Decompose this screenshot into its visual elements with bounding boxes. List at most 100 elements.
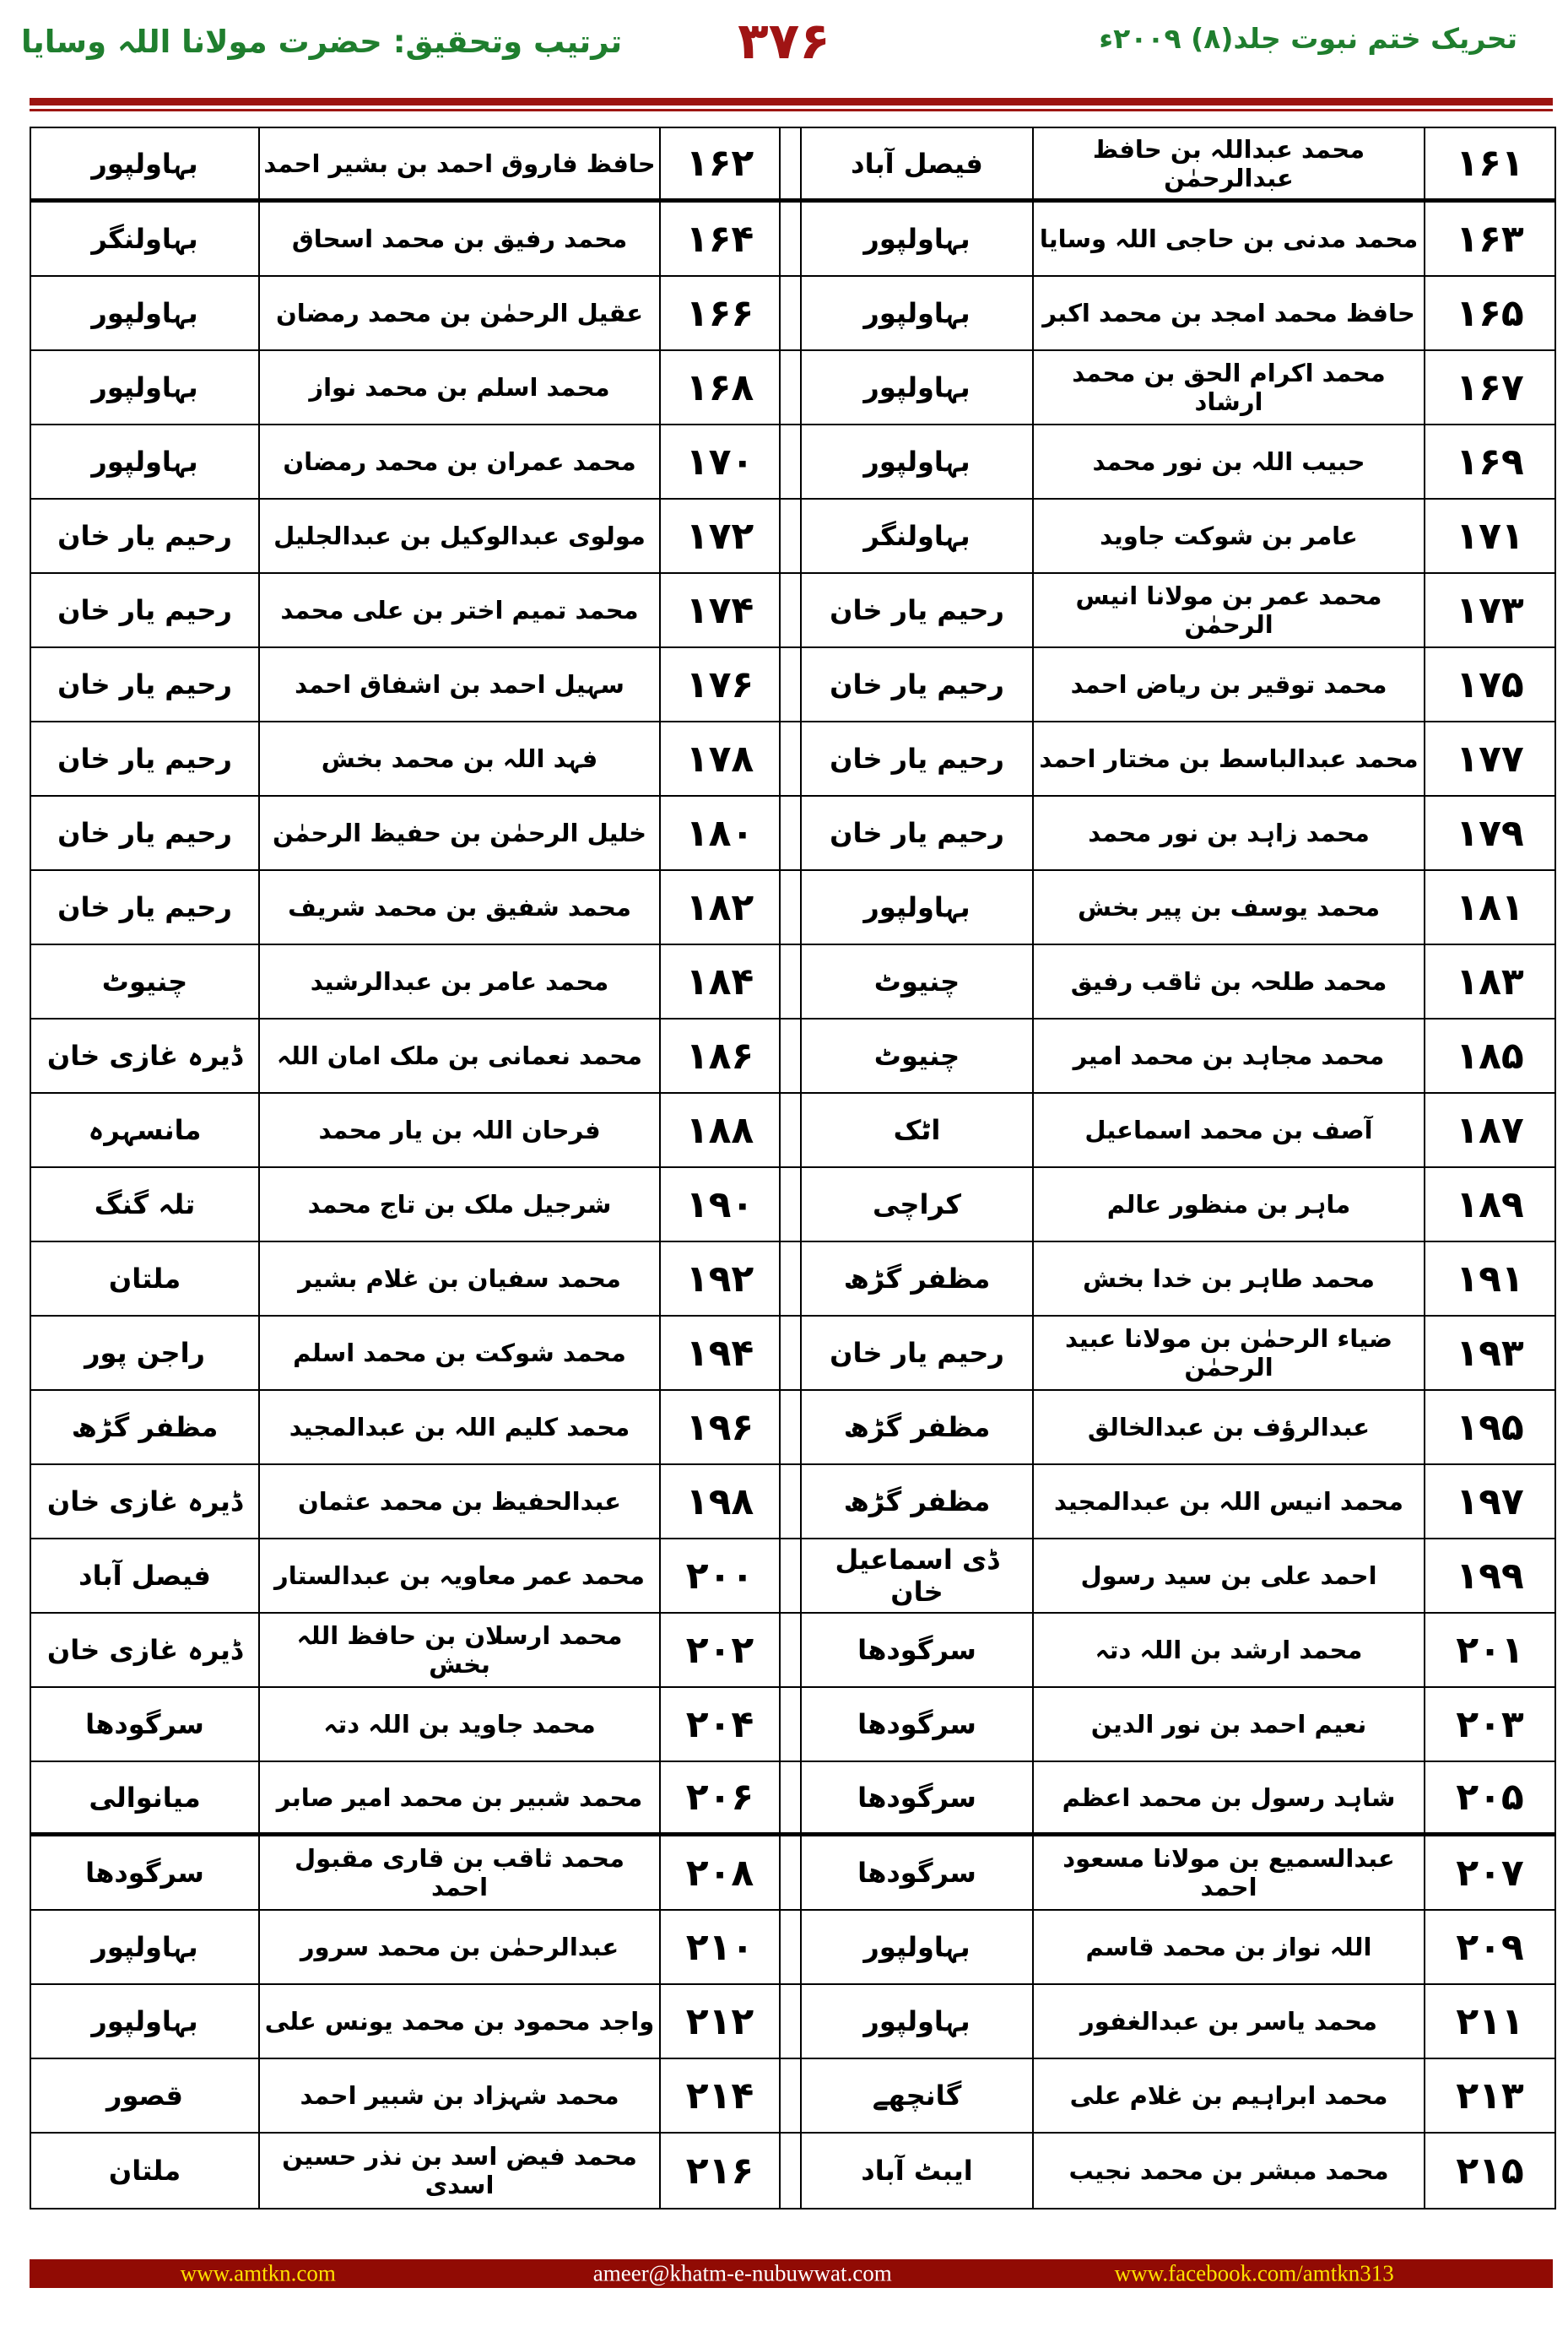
table-cell-number-left: ۲۰۲ [661, 1614, 781, 1688]
footer-website-link: www.amtkn.com [180, 2260, 336, 2286]
table-cell-name-right: آصف بن محمد اسماعیل [1034, 1094, 1425, 1168]
table-cell-name-right: محمد انیس اللہ بن عبدالمجید [1034, 1465, 1425, 1539]
table-middle-gap [781, 500, 802, 574]
table-middle-gap [781, 871, 802, 945]
table-cell-name-left: فہد اللہ بن محمد بخش [260, 722, 661, 797]
table-cell-city-left: ڈیرہ غازی خان [31, 1614, 260, 1688]
table-middle-gap [781, 648, 802, 722]
table-cell-number-right: ۲۰۹ [1425, 1911, 1554, 1985]
table-cell-name-right: محمد یوسف بن پیر بخش [1034, 871, 1425, 945]
table-cell-city-right: رحیم یار خان [802, 722, 1034, 797]
table-cell-name-right: محمد عمر بن مولانا انیس الرحمٰن [1034, 574, 1425, 648]
table-cell-number-right: ۲۱۱ [1425, 1985, 1554, 2059]
table-cell-number-right: ۱۷۳ [1425, 574, 1554, 648]
table-cell-number-right: ۱۷۱ [1425, 500, 1554, 574]
table-cell-name-left: محمد سفیان بن غلام بشیر [260, 1242, 661, 1317]
table-cell-number-left: ۲۱۶ [661, 2134, 781, 2208]
table-cell-number-left: ۲۱۲ [661, 1985, 781, 2059]
table-cell-city-right: رحیم یار خان [802, 648, 1034, 722]
table-cell-name-right: محمد مجاہد بن محمد امیر [1034, 1020, 1425, 1094]
table-cell-name-right: محمد طلحہ بن ثاقب رفیق [1034, 945, 1425, 1020]
table-middle-gap [781, 1317, 802, 1391]
header-rule-thick [30, 98, 1553, 105]
table-cell-name-right: محمد اکرام الحق بن محمد ارشاد [1034, 351, 1425, 425]
table-cell-number-right: ۱۸۱ [1425, 871, 1554, 945]
table-cell-city-left: مظفر گڑھ [31, 1391, 260, 1465]
table-cell-number-right: ۱۶۷ [1425, 351, 1554, 425]
table-cell-city-left: بہاولپور [31, 128, 260, 203]
table-cell-city-right: سرگودھا [802, 1762, 1034, 1836]
table-middle-gap [781, 203, 802, 277]
table-cell-number-left: ۲۱۴ [661, 2059, 781, 2134]
table-cell-city-right: بہاولپور [802, 203, 1034, 277]
table-cell-number-right: ۲۱۵ [1456, 2149, 1524, 2193]
table-cell-city-right: رحیم یار خان [802, 797, 1034, 871]
table-cell-number-left: ۱۷۴ [661, 574, 781, 648]
table-cell-number-left: ۲۰۰ [661, 1539, 781, 1614]
table-cell-number-left: ۱۸۰ [661, 797, 781, 871]
table-cell-city-left: راجن پور [31, 1317, 260, 1391]
directory-table: بہاولپور حافظ فاروق احمد بن بشیر احمد ۱۶۲ ف… [30, 127, 1556, 2209]
table-cell-name-right: احمد علی بن سید رسول [1034, 1539, 1425, 1614]
table-cell-number-right: ۲۰۱ [1425, 1614, 1554, 1688]
table-middle-gap [781, 945, 802, 1020]
table-cell-number-right: ۱۹۷ [1425, 1465, 1554, 1539]
table-cell-number-right: ۱۶۹ [1425, 425, 1554, 500]
table-cell-number-left: ۱۶۴ [661, 203, 781, 277]
table-middle-gap [781, 1836, 802, 1911]
table-cell-number-left: ۱۶۲ [661, 128, 781, 203]
table-cell-number-right: ۱۶۳ [1425, 203, 1554, 277]
table-cell-number-right: ۱۸۷ [1425, 1094, 1554, 1168]
table-cell-number-right: ۱۸۵ [1425, 1020, 1554, 1094]
table-cell-city-right: بہاولپور [802, 277, 1034, 351]
table-cell-city-left: رحیم یار خان [31, 871, 260, 945]
table-cell-city-left: بہاولپور [31, 277, 260, 351]
table-middle-gap [781, 797, 802, 871]
table-cell-number-left: ۱۷۰ [661, 425, 781, 500]
table-cell-number-left: ۱۸۲ [661, 871, 781, 945]
table-cell-name-left: محمد رفیق بن محمد اسحاق [260, 203, 661, 277]
table-middle-gap [781, 2134, 802, 2208]
table-cell-city-left: رحیم یار خان [31, 500, 260, 574]
table-cell-number-right: ۱۶۱ [1425, 128, 1554, 203]
table-middle-gap [781, 1762, 802, 1836]
table-middle-gap [781, 1168, 802, 1242]
table-cell-name-left: محمد فیض اسد بن نذر حسین اسدی [260, 2134, 661, 2208]
table-cell-city-left: رحیم یار خان [31, 574, 260, 648]
table-cell-number-left: ۱۸۸ [661, 1094, 781, 1168]
table-cell-number-right: ۱۹۵ [1425, 1391, 1554, 1465]
table-cell-city-left: چنیوٹ [31, 945, 260, 1020]
table-cell-city-left: بہاولنگر [31, 203, 260, 277]
table-cell-name-left: محمد عمران بن محمد رمضان [260, 425, 661, 500]
table-cell-name-left: محمد ارسلان بن حافظ اللہ بخش [260, 1614, 661, 1688]
table-cell-city-right: فیصل آباد [802, 128, 1034, 203]
header-page-number: ۳۷۶ [738, 12, 830, 71]
table-cell-name-right: محمد مدنی بن حاجی اللہ وسایا [1034, 203, 1425, 277]
table-cell-city-right: بہاولپور [802, 425, 1034, 500]
table-cell-name-left: مولوی عبدالوکیل بن عبدالجلیل [260, 500, 661, 574]
footer-email-link: ameer@khatm-e-nubuwwat.com [592, 2260, 892, 2286]
table-cell-city-left: ملتان [31, 1242, 260, 1317]
table-cell-city-right: چنیوٹ [802, 945, 1034, 1020]
table-cell-name-right: محمد طاہر بن خدا بخش [1034, 1242, 1425, 1317]
table-middle-gap [781, 722, 802, 797]
table-cell-name-left: محمد عامر بن عبدالرشید [260, 945, 661, 1020]
table-cell-number-right: ۱۷۵ [1425, 648, 1554, 722]
table-cell-name-right: حبیب اللہ بن نور محمد [1034, 425, 1425, 500]
footer-facebook-link: www.facebook.com/amtkn313 [1114, 2260, 1394, 2286]
table-cell-city-left: ملتان [31, 2134, 260, 2208]
table-cell-city-right: مظفر گڑھ [802, 1465, 1034, 1539]
table-cell-city-right: ڈی اسماعیل خان [802, 1539, 1034, 1614]
table-cell-number-right: ۱۸۳ [1425, 945, 1554, 1020]
table-cell-name-right: محمد ابراہیم بن غلام علی [1034, 2059, 1425, 2134]
table-cell-city-right: رحیم یار خان [802, 574, 1034, 648]
table-cell-city-left: میانوالی [31, 1762, 260, 1836]
table-cell-city-right: رحیم یار خان [802, 1317, 1034, 1391]
table-cell-number-left: ۱۶۸ [661, 351, 781, 425]
table-middle-gap [781, 128, 802, 203]
table-cell-number-left: ۱۸۴ [661, 945, 781, 1020]
table-cell-name-right: اللہ نواز بن محمد قاسم [1034, 1911, 1425, 1985]
table-cell-number-right: ۱۷۷ [1425, 722, 1554, 797]
table-cell-number-right: ۲۰۷ [1425, 1836, 1554, 1911]
table-cell-name-left: سہیل احمد بن اشفاق احمد [260, 648, 661, 722]
